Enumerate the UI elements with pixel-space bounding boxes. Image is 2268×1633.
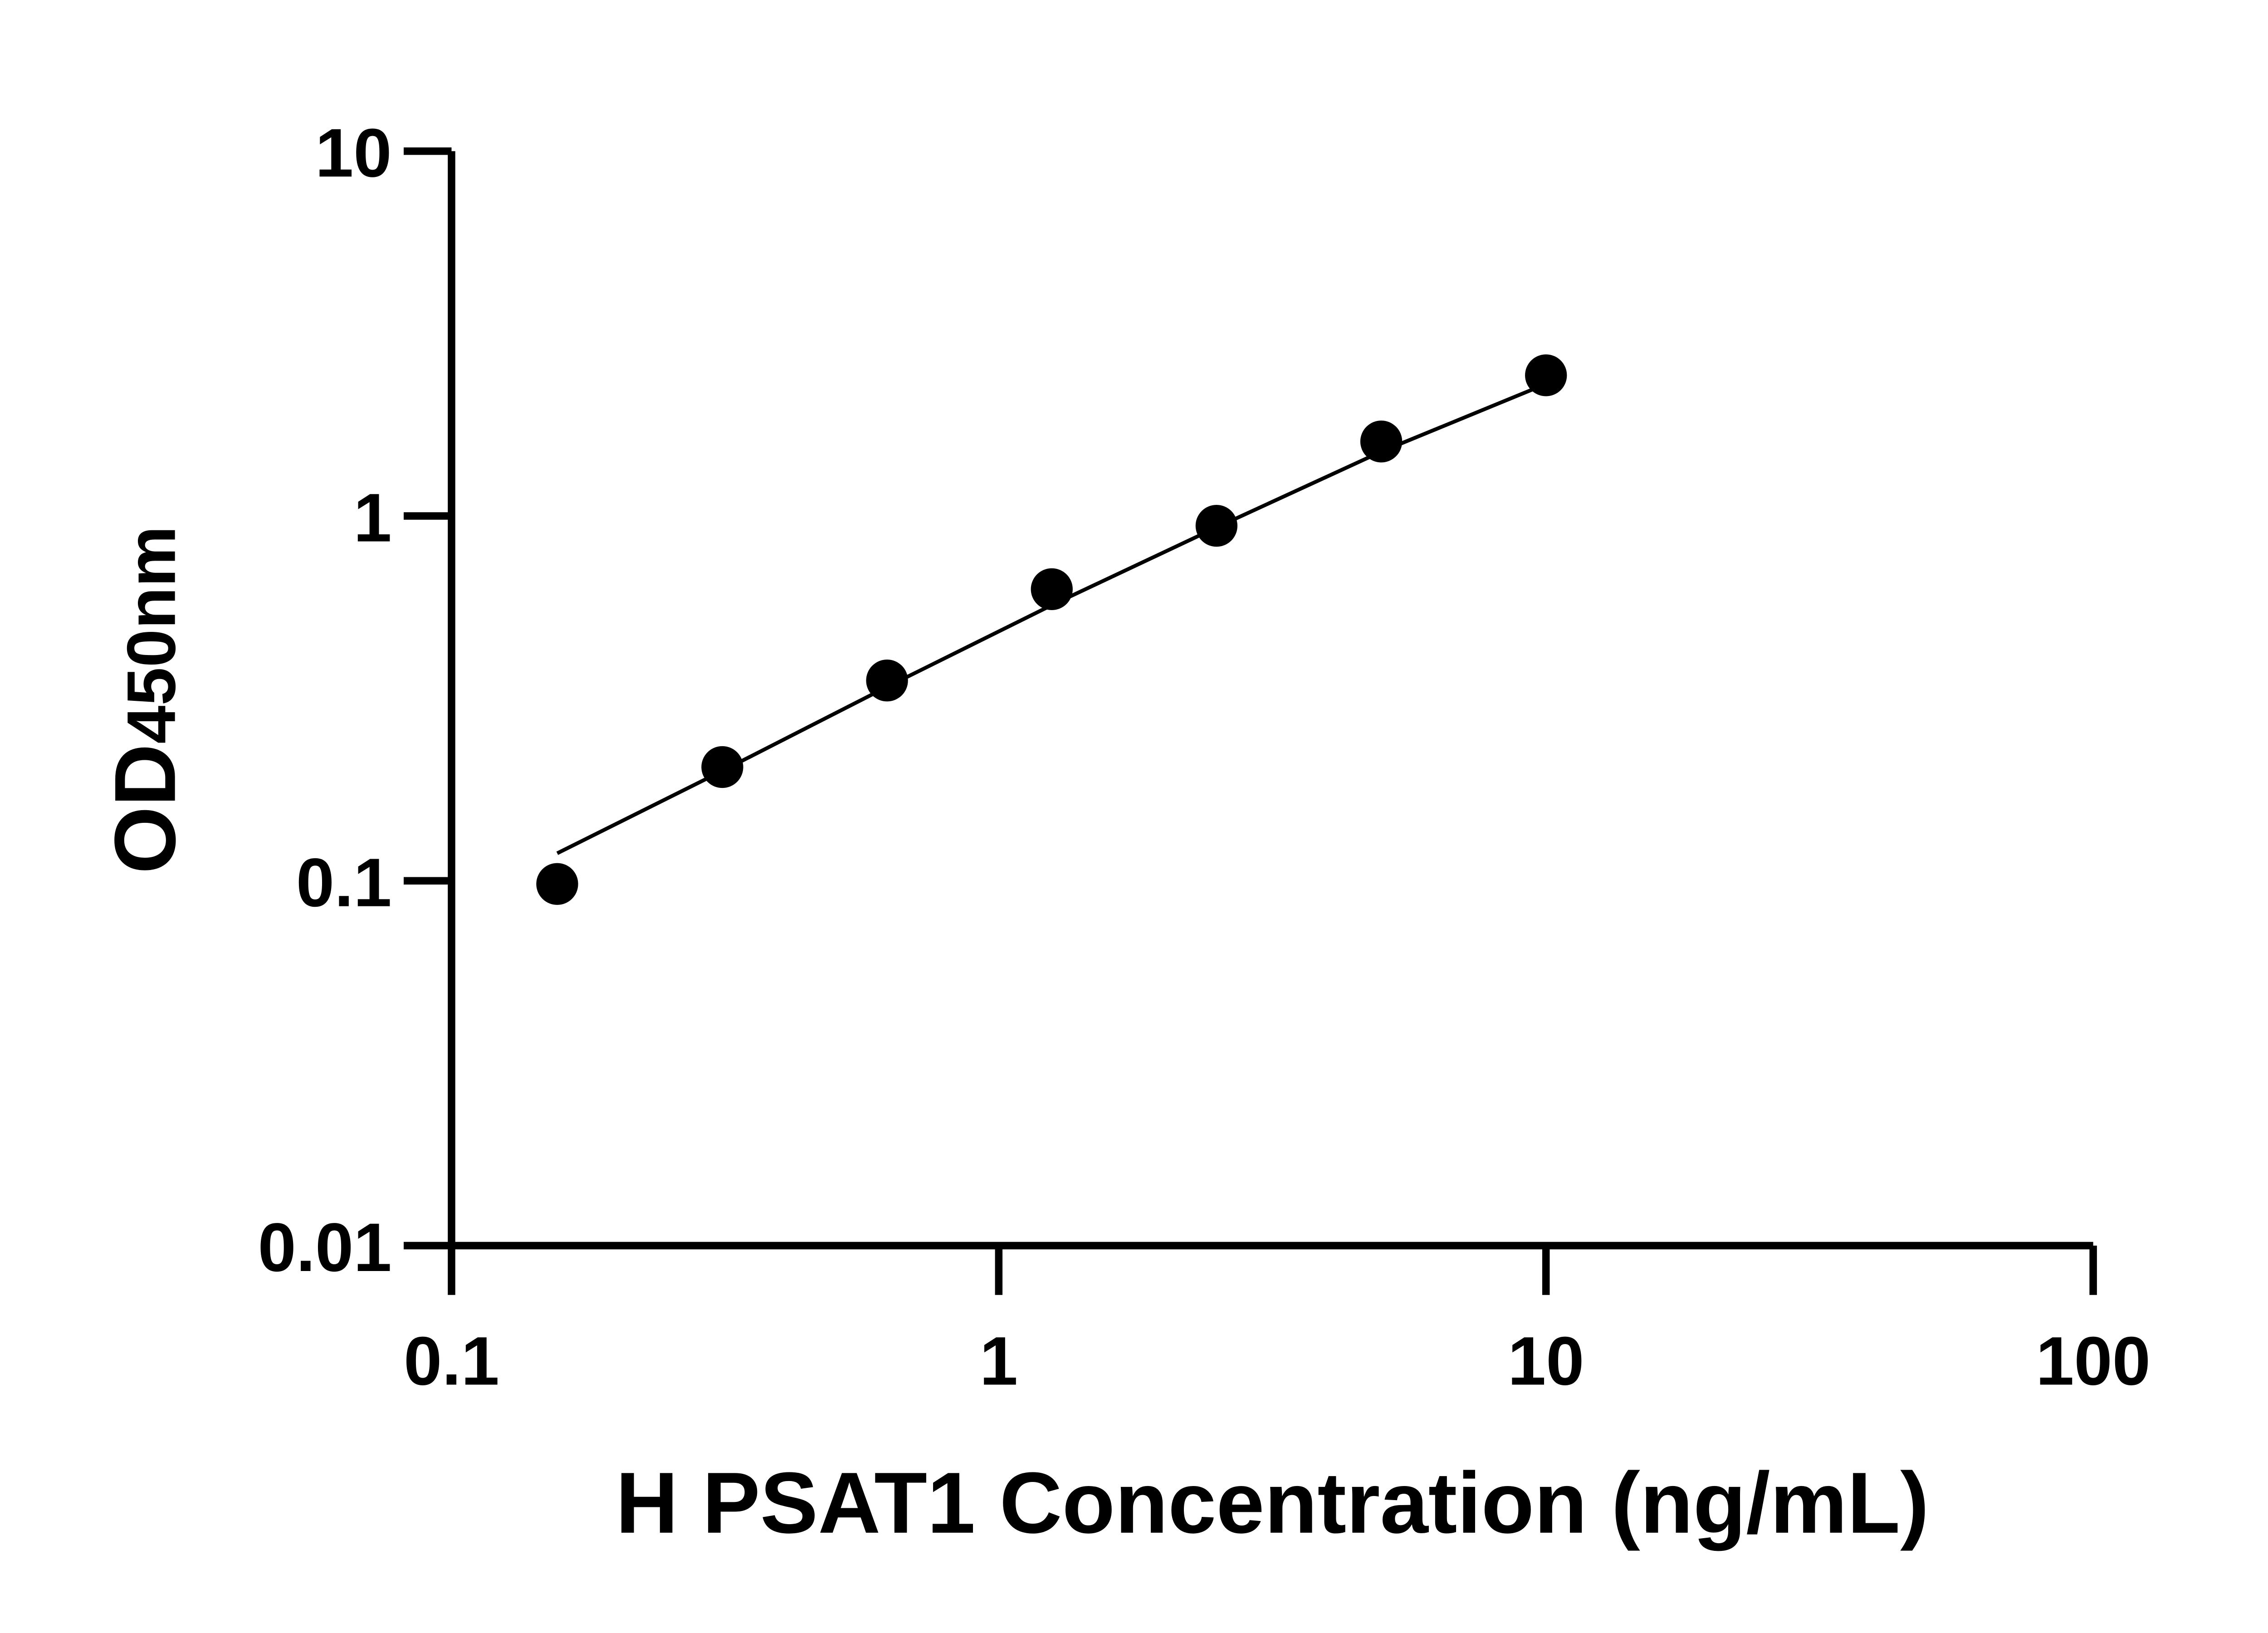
x-tick-label: 0.1 <box>404 1323 499 1400</box>
y-tick-label: 1 <box>353 480 391 557</box>
y-axis-title-main: OD <box>97 744 194 874</box>
axes <box>448 151 2093 1250</box>
x-tick-label: 1 <box>980 1323 1018 1400</box>
data-point <box>536 863 578 905</box>
x-ticks: 0.1 1 10 100 <box>404 1245 2151 1400</box>
data-point <box>1360 420 1403 463</box>
data-point <box>1525 354 1567 396</box>
data-points <box>536 354 1567 905</box>
x-tick-label: 100 <box>2036 1323 2151 1400</box>
y-tick-label: 0.01 <box>258 1209 392 1286</box>
y-tick-label: 10 <box>315 115 392 191</box>
y-ticks: 0.01 0.1 1 10 <box>258 115 452 1286</box>
x-axis-title: H PSAT1 Concentration (ng/mL) <box>616 1454 1929 1551</box>
data-point <box>1195 504 1238 547</box>
y-tick-label: 0.1 <box>296 845 392 921</box>
data-point <box>866 660 908 702</box>
y-axis-title: OD450nm <box>97 526 194 874</box>
y-axis-title-sub: 450nm <box>113 526 190 743</box>
x-tick-label: 10 <box>1508 1323 1584 1400</box>
data-point <box>1031 568 1073 611</box>
data-point <box>701 746 743 788</box>
